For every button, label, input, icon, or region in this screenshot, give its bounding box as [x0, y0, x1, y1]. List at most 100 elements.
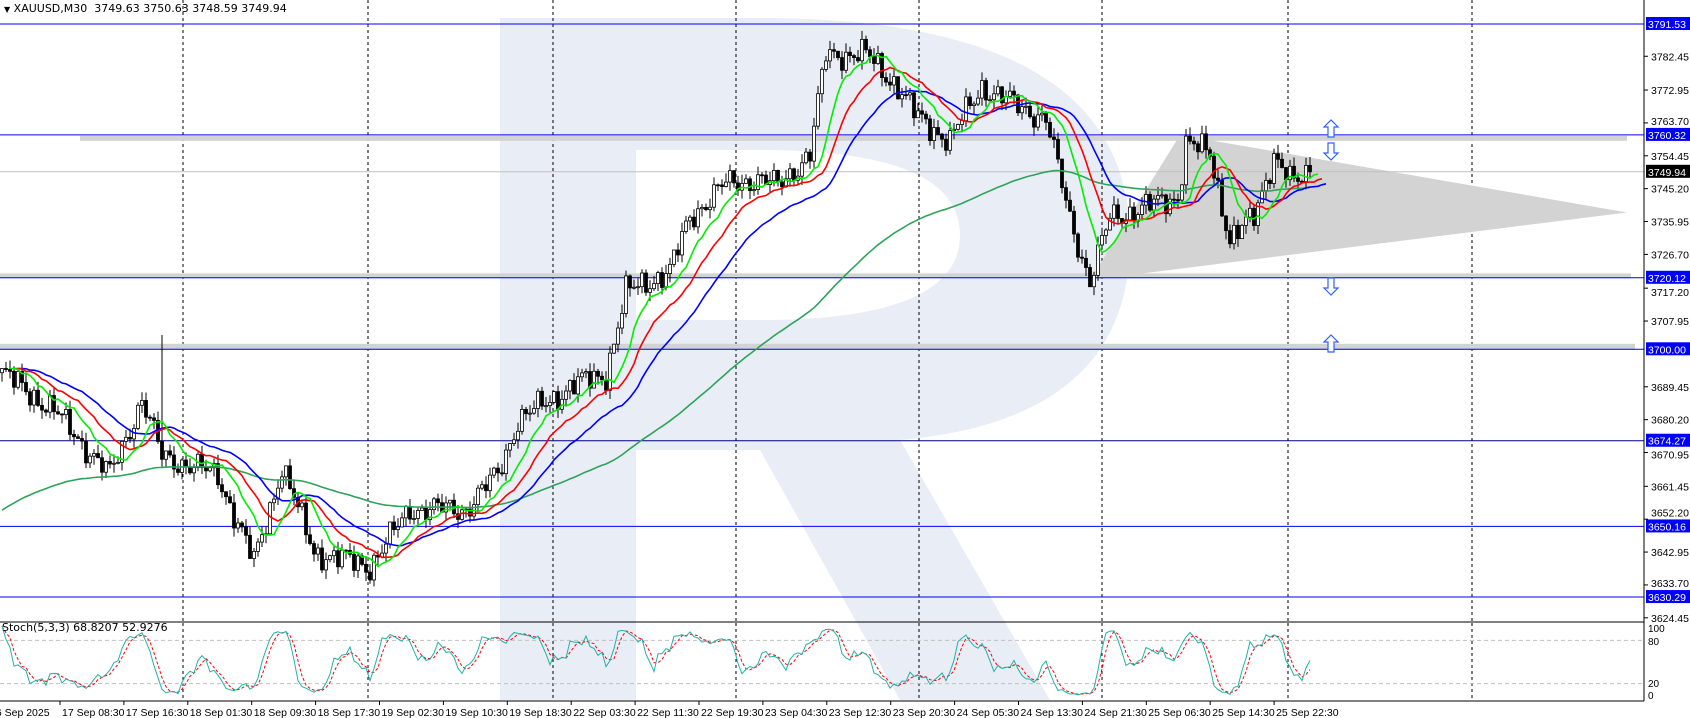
bullish-candle [576, 376, 580, 395]
bullish-candle [340, 549, 344, 568]
support-zone [0, 273, 1631, 279]
bearish-candle [848, 51, 852, 56]
time-tick-label: 18 Sep 09:30 [254, 707, 317, 718]
bearish-candle [240, 522, 244, 528]
candle [888, 73, 892, 92]
time-tick-label: 23 Sep 20:30 [893, 707, 956, 718]
candle [968, 92, 972, 110]
bullish-candle [636, 286, 640, 289]
bearish-candle [856, 57, 860, 62]
bearish-candle [232, 502, 236, 529]
candle [92, 449, 96, 465]
candle [200, 445, 204, 474]
candle [1180, 184, 1184, 203]
bearish-candle [760, 174, 764, 177]
bullish-candle [280, 476, 284, 489]
candle [260, 526, 264, 548]
stoch-main-line [1, 625, 1311, 696]
candle [864, 35, 868, 54]
bearish-candle [628, 275, 632, 289]
price-badge [1646, 519, 1690, 533]
candle [216, 454, 220, 489]
bearish-candle [28, 391, 32, 406]
candle [1196, 141, 1200, 160]
bearish-candle [1088, 267, 1092, 288]
bullish-candle [712, 184, 716, 208]
candle [384, 537, 388, 562]
candle [916, 102, 920, 119]
candle [932, 118, 936, 150]
bearish-candle [704, 207, 708, 211]
time-tick-label: 22 Sep 03:30 [573, 707, 636, 718]
bearish-candle [936, 127, 940, 135]
candle [1256, 199, 1260, 235]
bearish-candle [888, 81, 892, 86]
bearish-candle [1308, 165, 1312, 173]
candle [40, 397, 44, 419]
bullish-candle [120, 440, 124, 463]
candle [812, 117, 816, 168]
candle [684, 215, 688, 234]
bullish-candle [412, 518, 416, 520]
triangle-down-icon[interactable]: ▼ [4, 5, 11, 14]
candle [1240, 224, 1244, 240]
bullish-candle [964, 96, 968, 122]
time-tick-label: 22 Sep 19:30 [701, 707, 764, 718]
bullish-candle [1160, 194, 1164, 197]
bearish-candle [352, 553, 356, 571]
bearish-candle [984, 80, 988, 101]
price-tick-label: 3726.70 [1651, 249, 1689, 261]
candle [668, 257, 672, 283]
bearish-candle [308, 534, 312, 544]
bullish-candle [580, 372, 584, 378]
bearish-candle [1080, 256, 1084, 259]
price-badge [1646, 270, 1690, 284]
candle [564, 385, 568, 406]
bearish-candle [792, 168, 796, 181]
candle [660, 267, 664, 295]
candle [856, 49, 860, 63]
bearish-candle [1012, 90, 1016, 96]
candle [536, 388, 540, 418]
candle [356, 551, 360, 578]
candle [628, 274, 632, 297]
bearish-candle [896, 76, 900, 100]
candle [1008, 82, 1012, 100]
bearish-candle [228, 496, 232, 504]
bearish-candle [468, 508, 472, 517]
candle [996, 79, 1000, 97]
bullish-candle [256, 541, 260, 552]
candle [60, 413, 64, 424]
bearish-candle [1056, 139, 1060, 160]
candle [372, 552, 376, 587]
bearish-candle [176, 468, 180, 473]
bullish-candle [64, 409, 68, 416]
candle [148, 414, 152, 422]
bearish-candle [1212, 155, 1216, 179]
bearish-candle [144, 400, 148, 418]
candle [392, 515, 396, 536]
bullish-candle [648, 288, 652, 293]
bearish-candle [540, 390, 544, 407]
bullish-candle [16, 371, 20, 388]
bullish-candle [824, 60, 828, 70]
candle [232, 494, 236, 537]
candle [0, 368, 4, 382]
bullish-candle [544, 405, 548, 408]
candle [596, 368, 600, 385]
price-tick-label: 3689.45 [1651, 382, 1689, 394]
candle [1012, 85, 1016, 104]
support-zone [0, 343, 1635, 350]
candle [704, 203, 708, 212]
time-tick-label: 24 Sep 21:30 [1084, 707, 1147, 718]
bearish-candle [484, 484, 488, 492]
candle [540, 386, 544, 411]
bullish-candle [828, 49, 832, 62]
bearish-candle [40, 404, 44, 411]
price-badge-label: 3720.12 [1648, 273, 1686, 285]
bullish-candle [820, 68, 824, 95]
candle [616, 321, 620, 353]
candle [1080, 249, 1084, 264]
candle [636, 278, 640, 296]
